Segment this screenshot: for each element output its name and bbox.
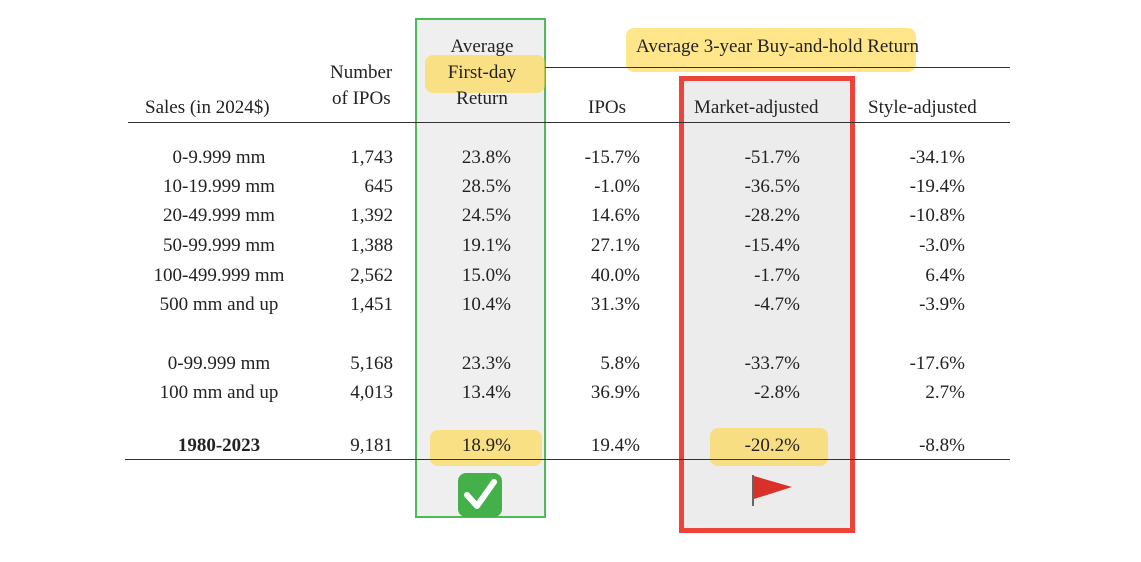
rule <box>545 67 1010 68</box>
number-of-ipos: 645 <box>364 176 394 197</box>
sales-label: 1980-2023 <box>177 435 261 456</box>
rule <box>125 459 1010 460</box>
header-market: Market-adjusted <box>694 97 819 118</box>
sales-label: 500 mm and up <box>159 294 279 315</box>
market-adjusted-return: -33.7% <box>744 353 800 374</box>
first-day-return: 23.8% <box>461 147 511 168</box>
header-first-day: Return <box>456 88 508 109</box>
first-day-return: 18.9% <box>461 435 511 456</box>
header-span: Average 3-year Buy-and-hold Return <box>636 36 919 57</box>
number-of-ipos: 1,743 <box>350 147 393 168</box>
ipo-return: -1.0% <box>594 176 640 197</box>
market-adjusted-return: -15.4% <box>744 235 800 256</box>
header-first-day: Average <box>450 36 514 57</box>
number-of-ipos: 5,168 <box>350 353 393 374</box>
number-of-ipos: 1,388 <box>350 235 393 256</box>
number-of-ipos: 9,181 <box>350 435 393 456</box>
ipo-return: 31.3% <box>590 294 640 315</box>
ipo-return: 5.8% <box>600 353 640 374</box>
number-of-ipos: 1,451 <box>350 294 393 315</box>
market-adjusted-return: -20.2% <box>744 435 800 456</box>
ipo-return: 27.1% <box>590 235 640 256</box>
sales-label: 20-49.999 mm <box>163 205 275 226</box>
flag <box>754 476 792 499</box>
check-mark <box>464 479 497 509</box>
style-adjusted-return: -10.8% <box>909 205 965 226</box>
highlight <box>430 430 542 466</box>
sales-label: 100 mm and up <box>159 382 279 403</box>
first-day-return: 24.5% <box>461 205 511 226</box>
style-adjusted-return: -19.4% <box>909 176 965 197</box>
highlight <box>425 55 545 93</box>
ipo-return: 36.9% <box>590 382 640 403</box>
number-of-ipos: 4,013 <box>350 382 393 403</box>
header-sales: Sales (in 2024$) <box>145 97 270 118</box>
sales-label: 100-499.999 mm <box>153 265 285 286</box>
market-adjusted-return: -36.5% <box>744 176 800 197</box>
market-adjusted-return: -28.2% <box>744 205 800 226</box>
market-adjusted-return: -1.7% <box>754 265 800 286</box>
sales-label: 10-19.999 mm <box>163 176 275 197</box>
number-of-ipos: 1,392 <box>350 205 393 226</box>
market-adjusted-return: -51.7% <box>744 147 800 168</box>
style-adjusted-return: -17.6% <box>909 353 965 374</box>
first-day-return: 23.3% <box>461 353 511 374</box>
sales-label: 50-99.999 mm <box>163 235 275 256</box>
sales-label: 0-9.999 mm <box>172 147 266 168</box>
highlight <box>626 28 916 72</box>
style-adjusted-return: -34.1% <box>909 147 965 168</box>
style-adjusted-return: -3.0% <box>919 235 965 256</box>
market-adjusted-return: -4.7% <box>754 294 800 315</box>
number-of-ipos: 2,562 <box>350 265 393 286</box>
ipo-return: 19.4% <box>590 435 640 456</box>
header-number: Number <box>330 62 393 83</box>
first-day-return: 28.5% <box>461 176 511 197</box>
rule <box>128 122 1010 123</box>
header-number: of IPOs <box>332 88 391 109</box>
header-style: Style-adjusted <box>868 97 977 118</box>
style-adjusted-return: 6.4% <box>925 265 965 286</box>
market-adjusted-return: -2.8% <box>754 382 800 403</box>
first-day-return: 13.4% <box>461 382 511 403</box>
sales-label: 0-99.999 mm <box>167 353 271 374</box>
style-adjusted-return: -3.9% <box>919 294 965 315</box>
first-day-return: 15.0% <box>461 265 511 286</box>
header-first-day: First-day <box>447 62 517 83</box>
ipo-return: 14.6% <box>590 205 640 226</box>
first-day-return: 10.4% <box>461 294 511 315</box>
style-adjusted-return: -8.8% <box>919 435 965 456</box>
header-ipos: IPOs <box>588 97 627 118</box>
style-adjusted-return: 2.7% <box>925 382 965 403</box>
ipo-return: 40.0% <box>590 265 640 286</box>
ipo-return: -15.7% <box>584 147 640 168</box>
first-day-return: 19.1% <box>461 235 511 256</box>
